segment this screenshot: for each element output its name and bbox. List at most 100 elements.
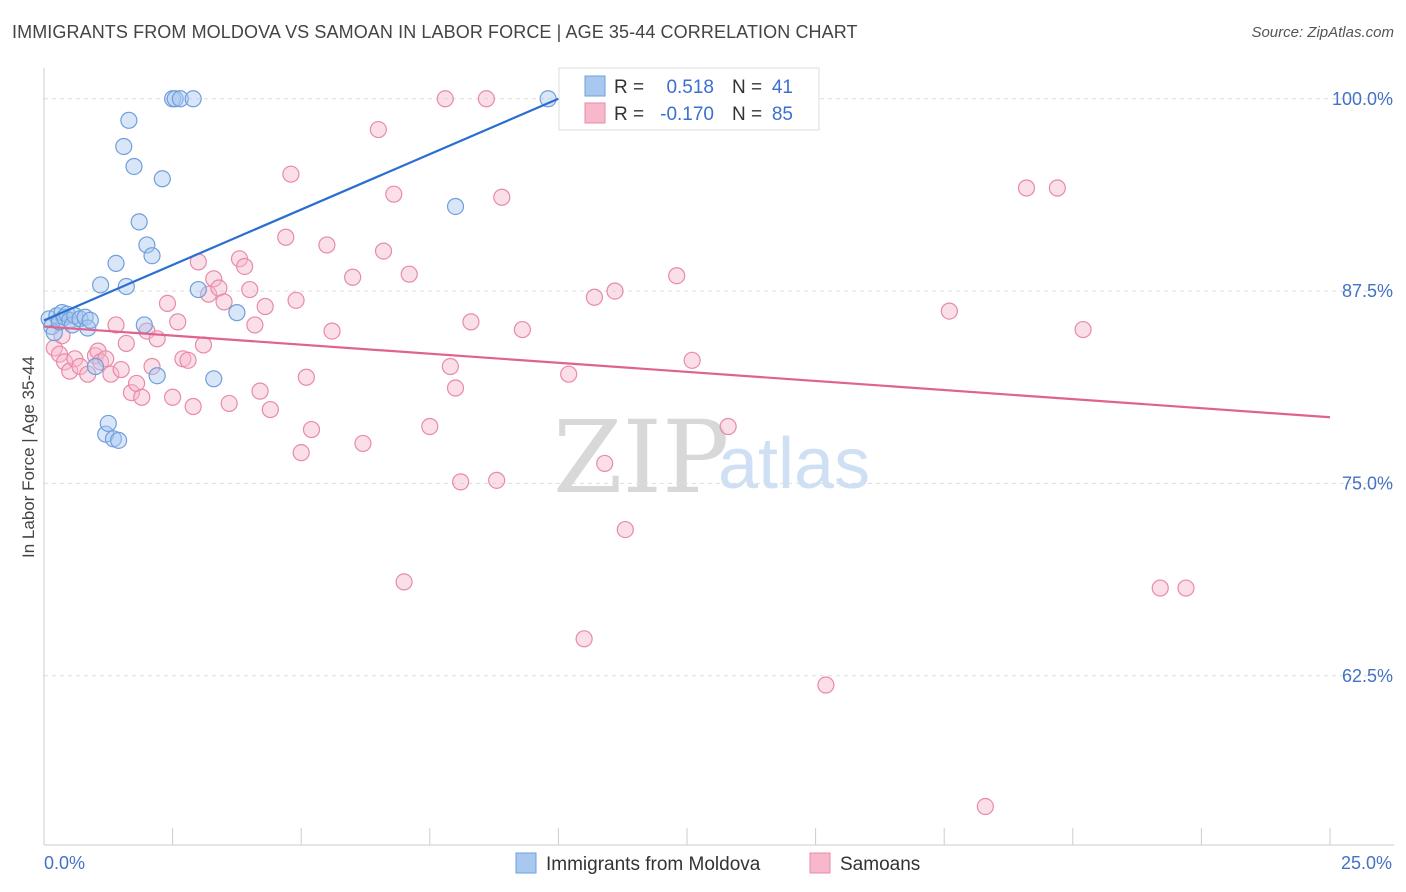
samoans-trend-line — [43, 325, 1331, 419]
samoans-point-84 — [1151, 579, 1169, 597]
samoans-point-36 — [236, 257, 254, 276]
samoans-point-62 — [462, 313, 480, 331]
y-tick-label-3: 62.5% — [1342, 666, 1393, 686]
moldova-point-15 — [86, 357, 105, 376]
legend-swatch-samoans — [809, 852, 831, 874]
stats-swatch-moldova — [584, 75, 606, 97]
moldova-point-27 — [135, 316, 153, 334]
stats-n-value-moldova: 41 — [772, 77, 793, 98]
samoans-point-66 — [513, 320, 531, 339]
samoans-point-55 — [395, 573, 413, 591]
samoans-point-40 — [256, 297, 274, 316]
x-axis-ticks — [43, 828, 1331, 845]
samoans-point-34 — [220, 394, 238, 413]
moldova-points — [40, 90, 557, 449]
moldova-point-18 — [99, 414, 117, 433]
samoans-point-54 — [385, 185, 403, 203]
samoans-point-47 — [302, 420, 321, 439]
stats-n-label-samoans: N = — [732, 104, 762, 125]
samoans-point-72 — [616, 520, 634, 539]
moldova-point-21 — [109, 431, 128, 449]
samoans-point-68 — [575, 630, 593, 648]
samoans-point-74 — [668, 267, 686, 285]
moldova-point-26 — [130, 213, 148, 231]
samoans-point-67 — [560, 365, 578, 383]
samoans-point-46 — [297, 368, 315, 386]
samoans-point-51 — [354, 434, 372, 453]
stats-n-value-samoans: 85 — [772, 104, 793, 125]
samoans-point-22 — [158, 294, 177, 313]
samoans-point-82 — [1048, 179, 1066, 197]
samoans-point-20 — [143, 357, 161, 376]
moldova-point-16 — [91, 276, 110, 294]
samoans-point-10 — [91, 353, 110, 371]
y-tick-label-0: 100.0% — [1332, 89, 1393, 109]
stats-r-label-moldova: R = — [614, 77, 644, 98]
samoans-point-18 — [133, 388, 151, 406]
samoans-point-14 — [112, 360, 130, 379]
source-attribution: Source: ZipAtlas.com — [1251, 24, 1394, 41]
samoans-point-26 — [179, 351, 197, 369]
stats-r-value-samoans: -0.170 — [660, 104, 714, 125]
samoans-point-42 — [277, 228, 295, 246]
watermark-atlas: atlas — [718, 424, 870, 504]
moldova-point-24 — [120, 111, 138, 129]
moldova-point-28 — [138, 236, 156, 254]
samoans-point-31 — [205, 270, 223, 288]
moldova-point-29 — [143, 247, 161, 265]
samoans-point-79 — [940, 302, 958, 320]
samoans-point-50 — [344, 268, 362, 286]
stats-r-value-moldova: 0.518 — [666, 77, 714, 98]
legend-label-moldova: Immigrants from Moldova — [546, 854, 761, 875]
moldova-point-25 — [125, 157, 143, 176]
moldova-point-37 — [205, 370, 223, 388]
samoans-point-52 — [369, 120, 387, 139]
samoans-point-64 — [488, 471, 506, 489]
samoans-point-43 — [282, 165, 300, 183]
moldova-point-34 — [171, 90, 189, 108]
samoans-point-83 — [1074, 320, 1092, 339]
samoans-point-76 — [719, 417, 737, 436]
samoans-point-33 — [215, 293, 233, 311]
x-tick-label-min: 0.0% — [44, 853, 85, 873]
stats-swatch-samoans — [584, 102, 606, 124]
samoans-point-58 — [436, 90, 454, 108]
samoans-point-80 — [976, 797, 994, 816]
samoans-point-53 — [374, 242, 393, 260]
samoans-point-45 — [292, 444, 310, 462]
moldova-point-12 — [76, 308, 94, 326]
samoans-point-60 — [446, 379, 465, 397]
moldova-point-39 — [446, 197, 465, 216]
samoans-point-61 — [452, 473, 470, 491]
samoans-point-38 — [246, 316, 264, 334]
samoans-point-78 — [817, 676, 835, 694]
moldova-point-20 — [107, 254, 125, 273]
samoans-point-39 — [251, 382, 269, 400]
moldova-point-14 — [81, 311, 99, 329]
samoans-point-75 — [683, 351, 701, 369]
samoans-point-57 — [421, 417, 439, 436]
y-axis-tick-labels: 100.0% 87.5% 75.0% 62.5% — [1332, 89, 1393, 686]
watermark-zip: ZIP — [553, 399, 729, 516]
moldova-point-2 — [45, 324, 63, 342]
moldova-point-22 — [115, 137, 133, 156]
axes — [43, 68, 1394, 846]
y-axis-label: In Labor Force | Age 35-44 — [19, 356, 38, 558]
samoans-point-37 — [241, 280, 259, 299]
trend-lines — [43, 97, 1331, 419]
moldova-trend-line — [43, 97, 559, 322]
samoans-point-71 — [606, 282, 624, 300]
samoans-point-44 — [287, 291, 305, 309]
samoans-point-69 — [585, 288, 604, 306]
x-tick-label-max: 25.0% — [1341, 853, 1392, 873]
stats-r-label-samoans: R = — [614, 104, 644, 125]
moldova-point-35 — [184, 90, 202, 108]
samoans-point-16 — [122, 384, 141, 402]
samoans-point-48 — [318, 236, 336, 254]
chart-title: IMMIGRANTS FROM MOLDOVA VS SAMOAN IN LAB… — [12, 22, 858, 42]
samoans-point-15 — [117, 334, 135, 353]
samoans-point-70 — [596, 454, 614, 473]
stats-legend: R = 0.518 N = 41 R = -0.170 N = 85 — [558, 67, 820, 131]
samoans-point-85 — [1177, 579, 1195, 597]
